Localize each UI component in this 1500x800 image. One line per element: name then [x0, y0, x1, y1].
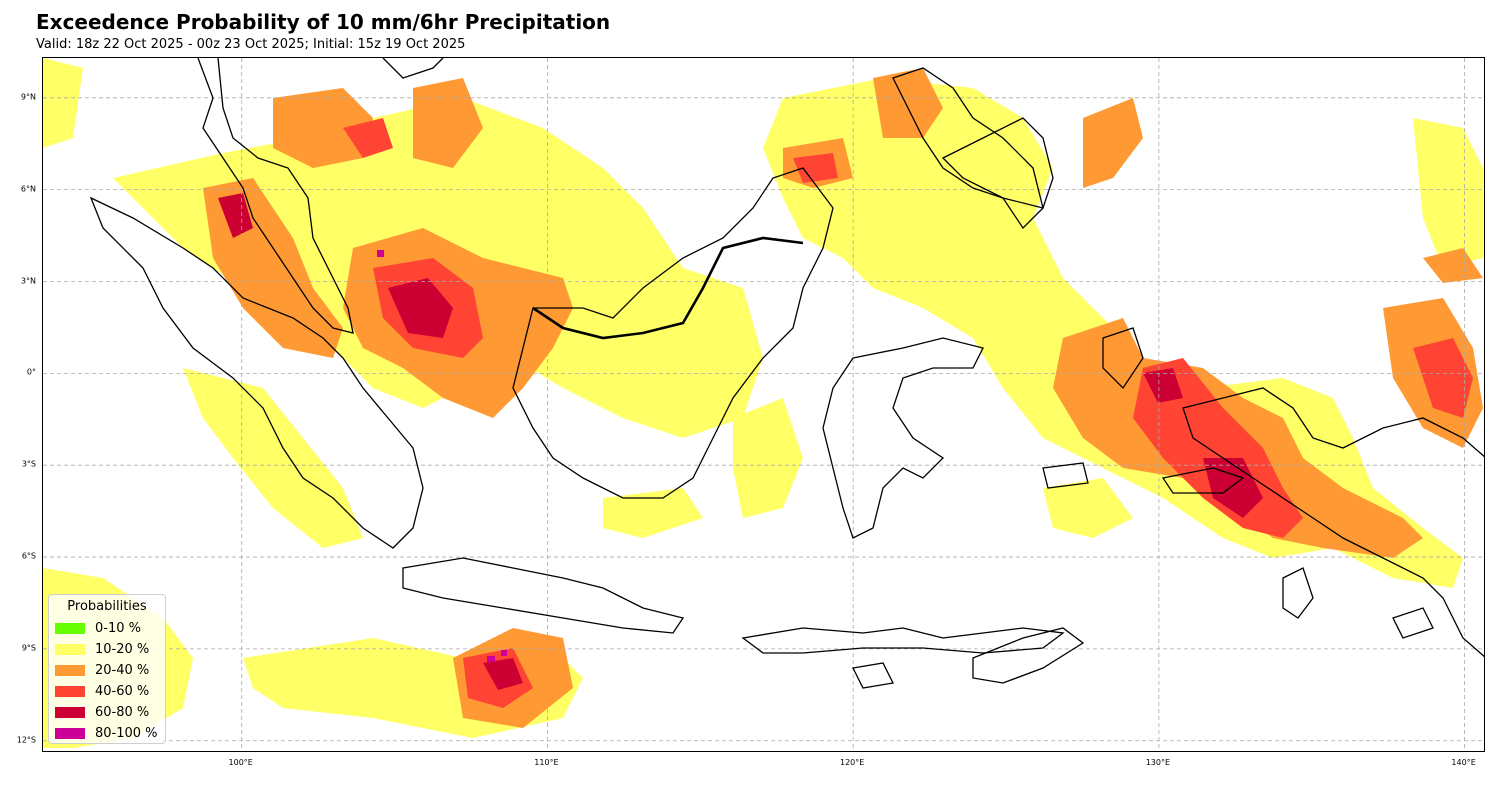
coastlines — [89, 58, 1484, 689]
legend-item: 20-40 % — [55, 661, 149, 679]
legend-item: 60-80 % — [55, 703, 149, 721]
lon-tick-label: 110°E — [534, 758, 559, 767]
precip-area — [343, 118, 393, 158]
legend-item: 40-60 % — [55, 682, 149, 700]
precip-area — [273, 88, 373, 168]
coastline-sulawesi — [822, 337, 984, 539]
legend-swatch — [55, 622, 85, 634]
precip-area — [1043, 478, 1133, 538]
lat-tick-label: 9°S — [21, 643, 36, 653]
coastline-lesser-sunda — [741, 627, 1065, 654]
precip-area — [873, 68, 943, 138]
coastline-java — [402, 557, 685, 634]
map-subtitle: Valid: 18z 22 Oct 2025 - 00z 23 Oct 2025… — [36, 37, 466, 52]
lat-tick-label: 12°S — [16, 735, 36, 745]
lat-tick-label: 6°S — [21, 551, 36, 561]
legend-swatch — [55, 685, 85, 697]
precip-map — [43, 58, 1484, 751]
lon-tick-label: 130°E — [1145, 758, 1171, 767]
coastline-malay-peninsula — [197, 58, 354, 334]
precip-layer — [43, 58, 1483, 748]
coastline-seram — [1161, 467, 1245, 494]
precip-area — [413, 78, 483, 168]
coastline-mindanao — [941, 117, 1054, 209]
coastline-buru — [1042, 462, 1089, 489]
legend-label: 0-10 % — [95, 620, 141, 636]
borders — [532, 236, 804, 340]
lat-tick-label: 0° — [26, 367, 36, 377]
legend-swatch — [55, 664, 85, 676]
coastline-aru — [1392, 607, 1434, 639]
legend-label: 40-60 % — [95, 683, 150, 699]
lon-tick-label: 100°E — [228, 758, 253, 767]
precip-area — [218, 193, 253, 238]
legend-title: Probabilities — [67, 599, 147, 614]
map-panel — [42, 57, 1485, 752]
precip-area — [483, 658, 523, 690]
lon-tick-label: 140°E — [1451, 758, 1476, 767]
legend-label: 60-80 % — [95, 704, 150, 720]
legend-item: 10-20 % — [55, 640, 149, 658]
precip-area — [377, 250, 384, 257]
map-title: Exceedence Probability of 10 mm/6hr Prec… — [36, 10, 611, 34]
coastline-borneo — [512, 167, 834, 499]
precip-area — [183, 368, 363, 548]
border-malaysia-indonesia — [532, 236, 804, 340]
precip-area — [1413, 338, 1473, 418]
precip-area — [1413, 118, 1483, 268]
precip-area — [603, 488, 703, 538]
precip-area — [43, 58, 83, 148]
coastline-halmahera — [1102, 327, 1144, 390]
coastline-new-guinea — [1182, 387, 1484, 658]
coastline-timor — [972, 627, 1085, 684]
coastline-sumatra — [89, 196, 424, 549]
coastline-sumba — [852, 662, 894, 689]
legend-item: 0-10 % — [55, 619, 141, 637]
legend-swatch — [55, 727, 85, 739]
legend-item: 80-100 % — [55, 724, 158, 742]
precip-area — [388, 278, 453, 338]
lat-tick-label: 3°S — [21, 459, 36, 469]
legend-swatch — [55, 706, 85, 718]
precip-area — [1423, 248, 1483, 283]
lat-tick-label: 3°N — [20, 276, 36, 285]
precip-area — [733, 398, 803, 518]
precip-area — [501, 650, 507, 656]
lat-tick-label: 6°N — [20, 184, 36, 194]
lon-tick-label: 120°E — [839, 758, 865, 767]
lat-tick-label: 9°N — [20, 92, 36, 102]
precip-area — [487, 656, 495, 662]
coastline-northern-islands — [1282, 567, 1314, 619]
legend-label: 10-20 % — [95, 641, 150, 657]
legend-swatch — [55, 643, 85, 655]
legend-label: 80-100 % — [95, 725, 158, 741]
coastline-indochina — [382, 58, 444, 79]
precip-area — [1143, 368, 1183, 403]
legend-label: 20-40 % — [95, 662, 150, 678]
precip-area — [1203, 458, 1263, 518]
precip-area — [1083, 98, 1143, 188]
legend: Probabilities 0-10 % 10-20 % 20-40 % 40-60 … — [48, 594, 166, 744]
precip-area — [793, 153, 838, 183]
